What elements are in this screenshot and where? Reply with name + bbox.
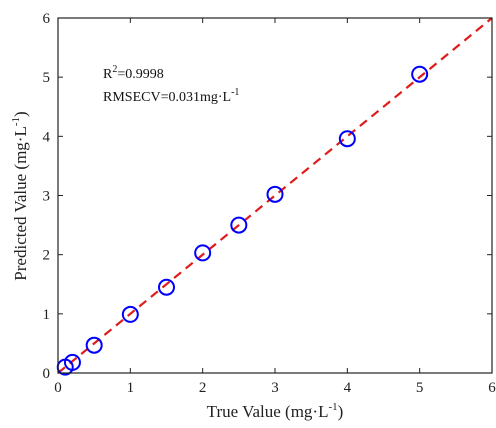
x-axis-title: True Value (mg·L-1) xyxy=(207,401,344,421)
data-point xyxy=(230,216,248,234)
y-tick-label: 1 xyxy=(43,307,51,323)
data-point xyxy=(158,278,175,296)
annotation-r2: R2=0.9998 xyxy=(103,64,164,82)
annotation-r2-prefix: R xyxy=(103,67,113,82)
data-point xyxy=(85,336,103,354)
x-tick-label: 0 xyxy=(54,380,62,396)
y-axis-title-text: Predicted Value (mg·L xyxy=(11,126,30,281)
y-tick-label: 6 xyxy=(43,11,51,27)
ticks-layer: 0 1 2 3 4 5 6 0 1 2 3 4 5 6 xyxy=(43,11,496,396)
annotation-r2-value: =0.9998 xyxy=(117,67,163,82)
y-tick-label: 3 xyxy=(43,189,51,205)
annotation-rmsecv-text: RMSECV=0.031mg·L xyxy=(103,90,231,105)
fit-line xyxy=(57,17,493,374)
x-tick-label: 2 xyxy=(199,380,207,396)
x-tick-label: 3 xyxy=(271,380,279,396)
y-tick-label: 0 xyxy=(43,366,51,382)
data-point xyxy=(63,353,81,371)
y-axis-title-end: ) xyxy=(11,111,30,117)
data-point xyxy=(194,244,212,262)
annotation-rmsecv: RMSECV=0.031mg·L-1 xyxy=(103,87,239,105)
fit-line-layer xyxy=(57,17,493,374)
x-tick-label: 6 xyxy=(488,380,496,396)
annotation-rmsecv-superscript: -1 xyxy=(231,87,239,98)
annotation-r2-superscript: 2 xyxy=(112,64,117,75)
x-axis-title-superscript: -1 xyxy=(328,401,337,413)
x-tick-label: 4 xyxy=(344,380,352,396)
x-tick-label: 5 xyxy=(416,380,424,396)
x-axis-title-end: ) xyxy=(338,402,344,421)
y-tick-label: 4 xyxy=(43,129,51,145)
y-tick-label: 2 xyxy=(43,248,51,264)
x-tick-label: 1 xyxy=(127,380,135,396)
x-axis-title-text: True Value (mg·L xyxy=(207,402,329,421)
data-point xyxy=(338,130,356,148)
y-axis-title-superscript: -1 xyxy=(10,117,22,126)
y-axis-title: Predicted Value (mg·L-1) xyxy=(10,111,30,280)
y-tick-label: 5 xyxy=(43,70,51,86)
data-points-layer xyxy=(56,65,429,376)
data-point xyxy=(266,185,284,203)
data-point xyxy=(411,65,429,83)
data-point xyxy=(121,305,139,323)
